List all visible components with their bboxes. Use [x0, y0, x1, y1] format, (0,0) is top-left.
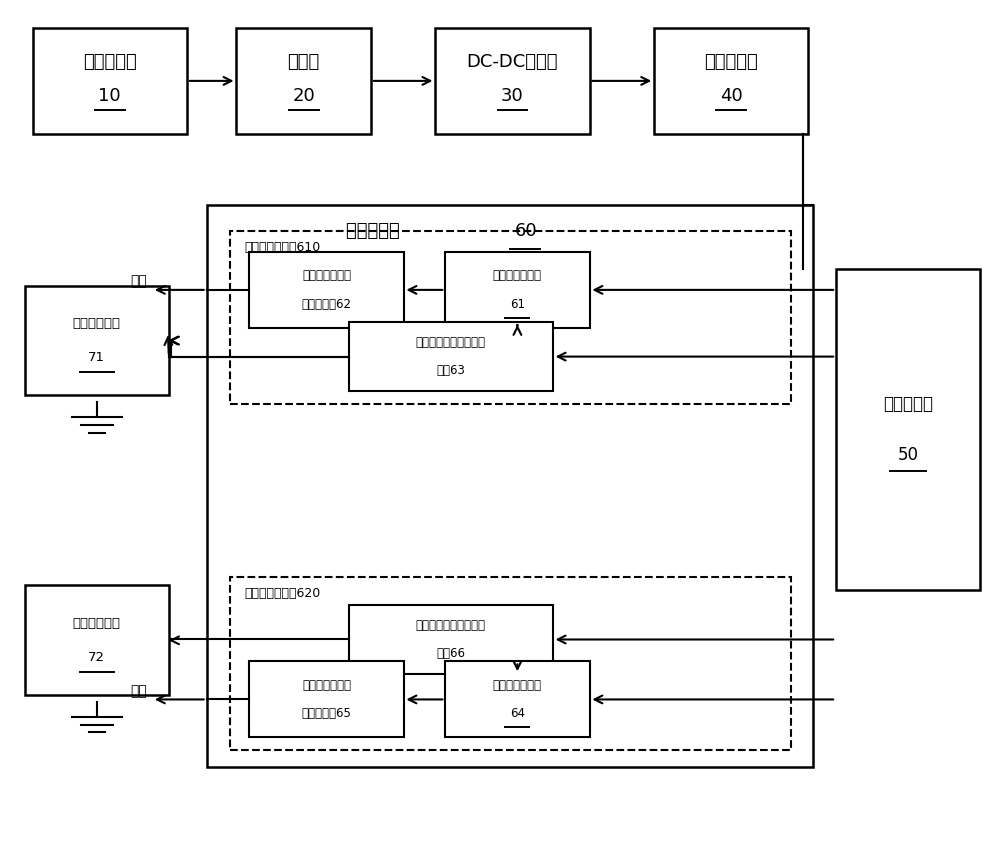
Bar: [230, 231, 791, 404]
Text: 20: 20: [292, 87, 315, 105]
Bar: [445, 252, 590, 328]
Bar: [236, 28, 371, 133]
Text: 第二蓄电池组: 第二蓄电池组: [73, 617, 121, 630]
Text: 50: 50: [898, 445, 919, 463]
Bar: [349, 605, 553, 674]
Text: 10: 10: [98, 87, 121, 105]
Bar: [25, 586, 169, 695]
Bar: [349, 322, 553, 391]
Text: 切换控制器: 切换控制器: [883, 395, 933, 413]
Text: 72: 72: [88, 651, 105, 664]
Bar: [836, 269, 980, 590]
Text: 第一蓄电池组供: 第一蓄电池组供: [302, 678, 351, 692]
Text: 71: 71: [88, 351, 105, 364]
Text: 第一蓄电池组充电电子: 第一蓄电池组充电电子: [416, 336, 486, 348]
Text: 第一光电耦合器: 第一光电耦合器: [493, 269, 542, 282]
Text: 30: 30: [501, 87, 524, 105]
Bar: [230, 577, 791, 750]
Text: 风能发电机: 风能发电机: [83, 54, 137, 71]
Text: 第一蓄电池组: 第一蓄电池组: [73, 317, 121, 330]
Text: 第二组电子开关620: 第二组电子开关620: [244, 587, 321, 600]
Text: 61: 61: [510, 298, 525, 311]
Text: 电子开关组: 电子开关组: [346, 222, 405, 240]
Bar: [445, 661, 590, 738]
Text: 电电子开关62: 电电子开关62: [301, 298, 351, 311]
Bar: [435, 28, 590, 133]
Text: 第二蓄电池组供: 第二蓄电池组供: [302, 269, 351, 282]
Text: 开关63: 开关63: [436, 365, 465, 377]
Text: 40: 40: [720, 87, 743, 105]
Text: 开关66: 开关66: [436, 648, 465, 660]
Text: 整流器: 整流器: [287, 54, 320, 71]
Bar: [249, 252, 404, 328]
Text: 64: 64: [510, 707, 525, 720]
Bar: [249, 661, 404, 738]
Text: 60: 60: [515, 222, 538, 240]
Text: DC-DC变换器: DC-DC变换器: [467, 54, 558, 71]
Text: 第二光电耦合器: 第二光电耦合器: [493, 678, 542, 692]
Bar: [207, 206, 813, 767]
Bar: [33, 28, 187, 133]
Text: 第二蓄电池组充电电子: 第二蓄电池组充电电子: [416, 619, 486, 632]
Text: 电电子开关65: 电电子开关65: [302, 707, 351, 720]
Bar: [654, 28, 808, 133]
Text: 供电: 供电: [130, 275, 147, 288]
Text: 第一组电子开关610: 第一组电子开关610: [244, 241, 321, 254]
Text: 供电: 供电: [130, 684, 147, 698]
Text: 恒流充电器: 恒流充电器: [704, 54, 758, 71]
Bar: [25, 286, 169, 395]
